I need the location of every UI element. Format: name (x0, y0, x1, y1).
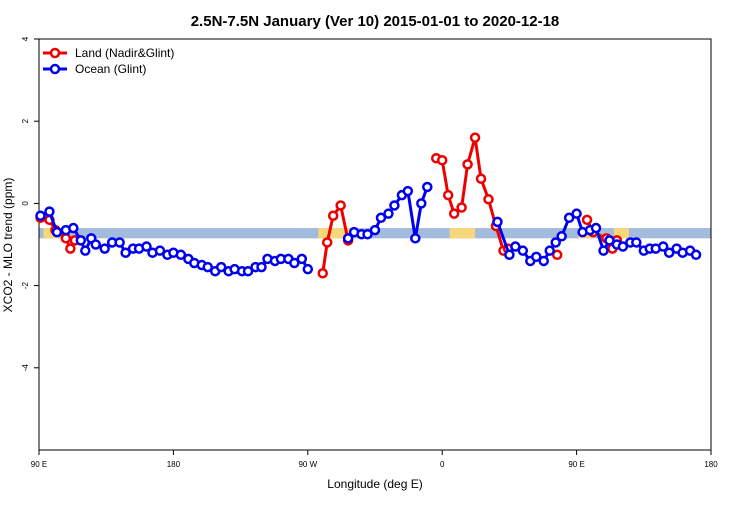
x-axis-label: Longitude (deg E) (327, 477, 422, 491)
data-point (416, 198, 427, 209)
data-point (215, 261, 227, 273)
data-point (321, 237, 333, 248)
data-point (68, 222, 79, 234)
data-point (563, 212, 575, 224)
y-tick-label: 2 (21, 118, 30, 123)
data-point (657, 241, 669, 252)
data-point (581, 214, 593, 226)
x-tick-label: 90 E (568, 460, 584, 469)
data-point (141, 241, 152, 252)
y-tick-label: -4 (21, 364, 30, 372)
data-point (402, 185, 414, 197)
data-point (556, 231, 567, 242)
data-point (504, 249, 515, 261)
data-point (256, 261, 267, 273)
data-point (475, 173, 487, 184)
data-point (604, 235, 615, 246)
axis-layer: 90 E 180 90 W 0 90 E 180 4 2 0 -2 -4 (21, 36, 718, 469)
land-band (449, 228, 476, 239)
data-point (175, 249, 187, 261)
data-point (335, 200, 346, 211)
data-point (663, 247, 675, 258)
data-point (289, 257, 300, 269)
data-point (99, 243, 110, 254)
data-point (383, 208, 394, 219)
data-point (551, 249, 563, 261)
data-point (571, 208, 582, 219)
data-point (114, 237, 125, 248)
land-band (43, 228, 59, 239)
data-point (617, 241, 629, 252)
data-point (302, 263, 314, 275)
data-point (462, 159, 473, 170)
data-point (242, 265, 254, 277)
data-point (65, 243, 76, 254)
chart-title: 2.5N-7.5N January (Ver 10) 2015-01-01 to… (191, 13, 560, 30)
data-point (154, 245, 166, 256)
data-point (469, 132, 481, 143)
data-point (442, 189, 454, 201)
legend-label: Ocean (Glint) (75, 62, 146, 76)
data-point (35, 210, 46, 221)
series-layer (35, 132, 702, 279)
data-point (517, 245, 529, 256)
data-point (369, 224, 381, 236)
data-point (598, 245, 609, 256)
data-point (342, 233, 354, 244)
data-point (60, 233, 72, 244)
plot-frame (38, 38, 712, 451)
data-point (389, 200, 400, 211)
legend-marker (49, 63, 61, 75)
data-point (120, 247, 131, 258)
data-point (531, 251, 542, 263)
x-tick-label: 180 (704, 460, 718, 469)
y-axis-label: XCO2 - MLO trend (ppm) (1, 178, 15, 313)
x-tick-label: 90 E (31, 460, 47, 469)
x-tick-label: 90 W (298, 460, 317, 469)
data-point (375, 212, 387, 224)
data-point (422, 181, 433, 193)
land-band (613, 228, 629, 239)
land-band (318, 228, 350, 239)
data-point (410, 233, 421, 244)
data-point (44, 206, 55, 217)
data-point (538, 255, 549, 267)
data-point (436, 154, 448, 166)
x-tick-label: 180 (167, 460, 181, 469)
data-point (317, 268, 328, 279)
legend: Land (Nadir&Glint) Ocean (Glint) (43, 46, 174, 76)
data-point (296, 253, 308, 265)
data-point (75, 235, 87, 246)
data-point (590, 222, 602, 234)
data-point (327, 210, 339, 221)
y-tick-label: -2 (21, 281, 30, 289)
data-point (690, 249, 702, 261)
data-point (550, 237, 561, 248)
legend-label: Land (Nadir&Glint) (75, 46, 174, 60)
data-point (456, 202, 467, 213)
y-tick-label: 4 (21, 36, 30, 41)
data-point (362, 228, 373, 240)
data-point (51, 226, 63, 238)
y-tick-label: 0 (21, 201, 30, 206)
data-point (631, 237, 642, 248)
legend-marker (49, 47, 61, 59)
data-point (80, 245, 91, 256)
data-point (90, 239, 101, 250)
data-point (483, 194, 494, 205)
data-point (448, 208, 460, 219)
series-ocean (35, 181, 702, 277)
data-point (510, 241, 521, 252)
data-point (202, 261, 213, 273)
data-point (544, 245, 555, 256)
data-point (492, 216, 503, 228)
x-tick-label: 0 (440, 460, 445, 469)
